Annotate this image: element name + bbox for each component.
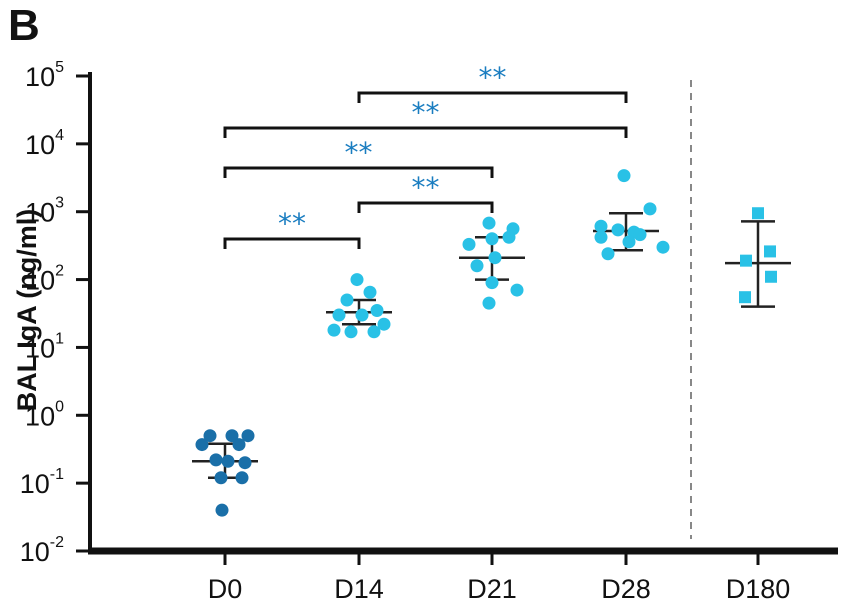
data-point <box>215 503 229 517</box>
axes: 10-2 10-1 100 101 102 103 104 105 D0 D14 D21 D28 D18… <box>20 59 838 604</box>
y-axis-title: BAL IgA (ng/ml) <box>12 209 42 411</box>
data-point <box>355 308 369 322</box>
data-point <box>611 223 625 237</box>
data-point <box>209 453 223 467</box>
significance-label: ** <box>278 207 306 240</box>
data-point <box>482 216 496 230</box>
points-layer <box>195 169 777 517</box>
x-tick-label: D180 <box>726 574 791 604</box>
data-point <box>656 240 670 254</box>
y-tick-label: 100 <box>25 398 64 431</box>
data-point <box>340 293 354 307</box>
significance-label: ** <box>412 171 440 204</box>
data-point <box>363 285 377 299</box>
data-point <box>462 237 476 251</box>
significance-label: ** <box>345 136 373 169</box>
data-point <box>482 296 496 310</box>
data-point <box>214 471 228 485</box>
significance-label: ** <box>412 96 440 129</box>
significance-layer: ** ** ** ** ** <box>223 61 628 249</box>
data-point-square <box>764 245 776 258</box>
data-point <box>350 273 364 287</box>
x-tick-label: D21 <box>467 574 517 604</box>
data-point <box>203 429 217 443</box>
data-point <box>332 308 346 322</box>
data-point <box>622 235 636 249</box>
data-point <box>377 317 391 331</box>
significance-bracket <box>223 166 494 178</box>
x-tick-label: D14 <box>334 574 384 604</box>
significance-bracket <box>357 91 628 103</box>
data-point <box>643 202 657 216</box>
y-tick-label: 104 <box>25 127 64 160</box>
data-point <box>502 230 516 244</box>
significance-bracket <box>223 126 628 138</box>
data-point <box>510 283 524 297</box>
y-tick-label: 105 <box>25 59 64 92</box>
data-point <box>232 438 246 452</box>
panel-label: B <box>8 1 40 50</box>
x-tick-label: D0 <box>208 574 243 604</box>
data-point <box>344 325 358 339</box>
y-tick-label: 103 <box>25 195 64 228</box>
y-axis-title-group: BAL IgA (ng/ml) <box>12 209 42 411</box>
data-point <box>235 471 249 485</box>
data-point <box>241 429 255 443</box>
data-point <box>601 247 615 261</box>
y-tick-label: 10-1 <box>20 466 64 499</box>
y-tick-label: 10-2 <box>20 534 64 567</box>
data-point-square <box>765 270 777 283</box>
data-point <box>225 429 239 443</box>
data-point <box>370 304 384 318</box>
data-point <box>327 323 341 337</box>
data-point <box>195 438 209 452</box>
significance-label: ** <box>479 61 507 94</box>
data-point <box>485 276 499 290</box>
significance-bracket <box>223 237 361 249</box>
significance-bracket <box>357 201 494 213</box>
data-point-square <box>740 254 752 267</box>
data-point <box>617 169 631 183</box>
data-point <box>238 456 252 470</box>
data-point <box>221 454 235 468</box>
data-point-square <box>752 207 764 220</box>
data-point <box>594 219 608 233</box>
y-tick-label: 102 <box>25 263 64 296</box>
data-point <box>488 251 502 265</box>
data-point <box>633 228 647 242</box>
data-point <box>470 259 484 273</box>
x-tick-label: D28 <box>601 574 651 604</box>
data-point-square <box>739 291 751 304</box>
data-point <box>594 230 608 244</box>
data-point <box>485 232 499 246</box>
y-tick-label: 101 <box>25 330 64 363</box>
data-point <box>367 325 381 339</box>
